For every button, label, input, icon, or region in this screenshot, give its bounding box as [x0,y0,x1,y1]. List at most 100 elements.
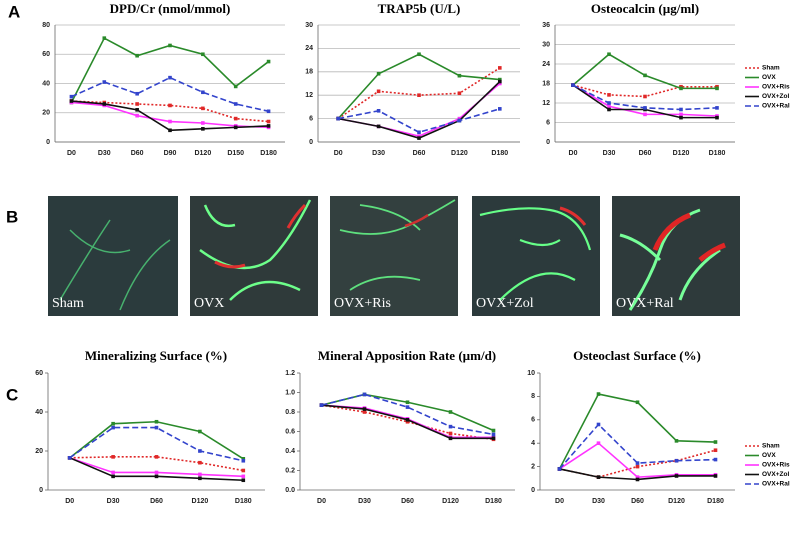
series-line [338,80,501,139]
y-tick-label: 1.0 [285,389,295,396]
point [111,470,115,475]
point [635,475,640,479]
point [201,90,205,95]
point [491,428,496,433]
point [168,43,172,48]
y-tick-label: 40 [35,409,43,416]
point [405,418,410,422]
point [715,86,719,91]
micrograph [612,196,740,316]
point [715,115,719,120]
image-label: OVX+Ral [616,296,674,311]
point [241,468,246,473]
point [241,474,246,479]
x-tick-label: D30 [603,150,616,157]
point [679,86,683,91]
x-tick-label: D180 [709,150,726,157]
y-tick-label: 30 [305,22,313,29]
chart-title: TRAP5b (U/L) [378,1,461,16]
point [491,432,496,437]
point [643,73,647,78]
point [266,109,271,114]
y-tick-label: 0 [531,487,535,494]
panel-label: A [8,2,20,21]
legend-label: Sham [762,65,780,72]
point [168,103,172,108]
x-tick-label: D120 [192,498,209,505]
x-tick-label: D120 [451,150,468,157]
point [607,107,611,112]
x-tick-label: D60 [631,498,644,505]
x-tick-label: D30 [98,150,111,157]
point [607,52,611,57]
point [713,448,718,453]
chart-title: DPD/Cr (nmol/mmol) [110,1,231,16]
point [417,134,421,138]
point [233,125,238,130]
point [154,419,159,424]
point [679,115,683,120]
y-tick-label: 12 [305,92,313,99]
point [713,457,718,462]
point [596,392,601,396]
series-line [337,67,501,120]
y-tick-label: 0.2 [285,467,295,474]
point [154,470,159,475]
x-tick-label: D0 [569,150,578,157]
point [111,474,115,479]
y-tick-label: 10 [527,370,535,377]
point [498,66,502,70]
series-line [558,393,716,470]
x-tick-label: D0 [65,498,74,505]
point [635,464,640,469]
y-tick-label: 0 [46,139,50,146]
point [571,83,575,87]
legend-label: Sham [762,443,780,450]
point [233,102,238,106]
x-tick-label: D120 [442,498,459,505]
y-tick-label: 0.6 [285,428,295,435]
point [498,81,502,86]
point [713,440,718,444]
series-line [558,423,716,470]
point [233,84,238,89]
point [336,116,340,121]
point [198,472,202,477]
point [557,467,562,471]
point [135,113,139,118]
y-tick-label: 40 [42,80,50,87]
point [417,52,421,57]
x-tick-label: D0 [555,498,564,505]
x-tick-label: D30 [107,498,120,505]
series-line [321,393,494,432]
point [102,80,107,84]
point [168,119,172,124]
point [198,460,202,465]
x-tick-label: D120 [673,150,690,157]
point [135,108,139,112]
point [241,457,246,461]
point [362,392,367,397]
point [457,73,462,78]
point [111,455,115,459]
chart-title: Osteoclast Surface (%) [573,348,701,363]
y-tick-label: 6 [531,417,535,424]
y-tick-label: 60 [35,370,43,377]
point [241,458,246,463]
x-tick-label: D30 [358,498,371,505]
point [198,449,202,453]
panel-label: C [6,385,18,404]
y-tick-label: 60 [42,51,50,58]
x-tick-label: D0 [317,498,326,505]
y-tick-label: 36 [542,22,550,29]
point [607,93,611,97]
point [241,478,246,483]
x-tick-label: D0 [334,150,343,157]
x-tick-label: D120 [668,498,685,505]
y-tick-label: 12 [542,100,550,107]
legend-label: OVX+Zol [762,93,789,100]
y-tick-label: 8 [531,393,535,400]
micrograph [48,196,178,316]
point [266,119,271,124]
